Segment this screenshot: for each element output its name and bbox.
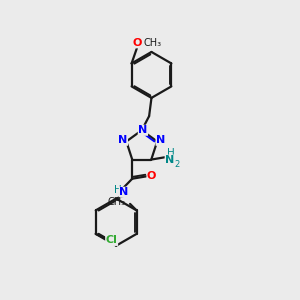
- Text: N: N: [138, 125, 148, 135]
- Text: CH₃: CH₃: [107, 196, 126, 206]
- Text: N: N: [119, 187, 129, 197]
- Text: N: N: [118, 135, 128, 145]
- Text: O: O: [147, 171, 156, 182]
- Text: CH₃: CH₃: [143, 38, 161, 48]
- Text: 2: 2: [175, 160, 180, 169]
- Text: H: H: [167, 148, 174, 158]
- Text: N: N: [165, 155, 174, 165]
- Text: Cl: Cl: [106, 236, 118, 245]
- Text: N: N: [156, 135, 165, 145]
- Text: O: O: [132, 38, 142, 48]
- Text: H: H: [114, 184, 122, 195]
